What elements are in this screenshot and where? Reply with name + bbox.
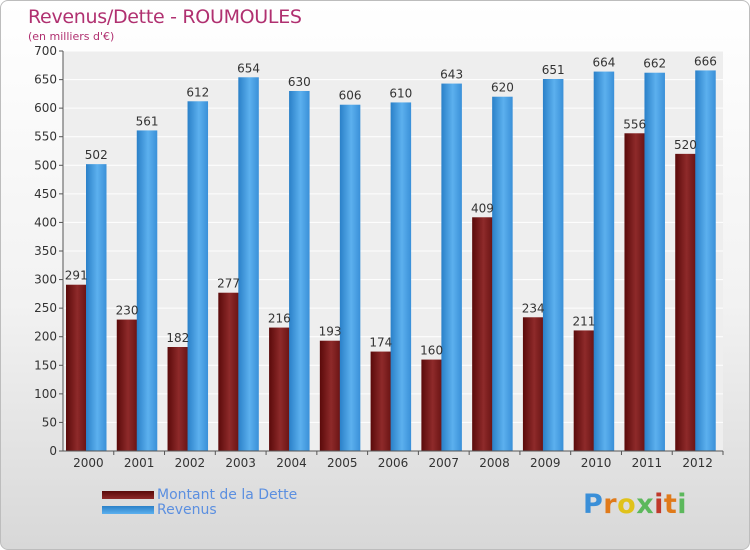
debt-value-label: 520 <box>674 138 697 152</box>
debt-bar-2007 <box>421 359 442 451</box>
revenue-bar-2009 <box>542 79 564 451</box>
y-tick-label: 400 <box>34 215 57 229</box>
revenue-bar-2010 <box>593 71 615 452</box>
revenue-value-label: 612 <box>186 85 209 99</box>
y-tick-label: 650 <box>34 73 57 87</box>
x-tick-label: 2006 <box>378 456 409 470</box>
revenue-value-label: 662 <box>643 57 666 71</box>
debt-value-label: 409 <box>471 201 494 215</box>
y-tick-label: 0 <box>49 444 57 458</box>
legend-label-debt: Montant de la Dette <box>157 487 298 503</box>
debt-bar-2003 <box>218 292 239 451</box>
revenue-bar-2012 <box>695 70 716 451</box>
debt-value-label: 216 <box>268 312 291 326</box>
debt-bar-2011 <box>624 133 645 452</box>
debt-value-label: 182 <box>166 331 189 345</box>
debt-bar-2012 <box>675 153 696 451</box>
legend-item-revenue: Revenus <box>102 502 217 518</box>
y-tick-label: 50 <box>42 415 57 429</box>
legend-swatch-revenue <box>102 506 154 514</box>
x-tick-label: 2002 <box>175 456 206 470</box>
debt-bar-2009 <box>522 317 544 451</box>
chart-subtitle: (en milliers d'€) <box>28 30 115 43</box>
revenue-value-label: 664 <box>592 56 615 70</box>
revenue-value-label: 502 <box>85 148 108 162</box>
debt-value-label: 211 <box>572 314 595 328</box>
debt-value-label: 174 <box>369 336 392 350</box>
debt-bar-2000 <box>66 284 87 451</box>
revenue-value-label: 666 <box>694 54 717 68</box>
x-tick-label: 2011 <box>632 456 663 470</box>
x-tick-label: 2003 <box>225 456 256 470</box>
revenue-bar-2006 <box>390 102 412 451</box>
debt-bar-2006 <box>370 351 392 451</box>
x-tick-label: 2008 <box>479 456 510 470</box>
revenue-value-label: 630 <box>288 75 311 89</box>
debt-value-label: 291 <box>65 269 88 283</box>
revenue-bar-2000 <box>86 164 107 451</box>
revenue-value-label: 643 <box>440 68 463 82</box>
debt-bar-2004 <box>269 327 290 451</box>
x-tick-label: 2010 <box>581 456 612 470</box>
revenue-value-label: 561 <box>136 114 159 128</box>
debt-bar-2002 <box>167 347 189 451</box>
y-tick-label: 100 <box>34 387 57 401</box>
revenue-value-label: 606 <box>339 89 362 103</box>
revenue-value-label: 654 <box>237 61 260 75</box>
debt-value-label: 193 <box>319 325 342 339</box>
debt-value-label: 230 <box>116 304 139 318</box>
x-tick-label: 2009 <box>530 456 561 470</box>
x-tick-label: 2000 <box>73 456 104 470</box>
y-tick-label: 350 <box>34 244 57 258</box>
legend-swatch-debt <box>102 491 154 499</box>
y-tick-label: 200 <box>34 330 57 344</box>
x-tick-label: 2001 <box>124 456 155 470</box>
chart-title: Revenus/Dette - ROUMOULES <box>28 6 302 28</box>
y-tick-label: 700 <box>34 44 57 58</box>
legend-label-revenue: Revenus <box>157 502 217 518</box>
debt-value-label: 277 <box>217 277 240 291</box>
legend-item-debt: Montant de la Dette <box>102 487 297 503</box>
y-tick-label: 550 <box>34 130 57 144</box>
revenue-bar-2005 <box>339 104 361 451</box>
revenue-bar-2007 <box>441 83 462 452</box>
x-tick-label: 2012 <box>682 456 713 470</box>
revenue-bar-2004 <box>289 91 310 451</box>
y-tick-label: 300 <box>34 273 57 287</box>
y-tick-label: 450 <box>34 187 57 201</box>
revenue-value-label: 651 <box>542 63 565 77</box>
revenue-value-label: 620 <box>491 81 514 95</box>
debt-bar-2010 <box>573 330 595 451</box>
revenue-bar-2003 <box>238 77 259 452</box>
debt-value-label: 234 <box>522 301 545 315</box>
debt-bar-2008 <box>472 217 493 451</box>
revenue-bar-2002 <box>187 101 209 452</box>
revenue-bar-2001 <box>136 130 158 451</box>
debt-value-label: 556 <box>623 117 646 131</box>
debt-bar-2005 <box>319 340 341 451</box>
y-tick-label: 500 <box>34 158 57 172</box>
debt-value-label: 160 <box>420 344 443 358</box>
x-tick-label: 2007 <box>428 456 459 470</box>
y-tick-label: 250 <box>34 301 57 315</box>
proxiti-logo: Proxiti <box>583 489 688 520</box>
y-tick-label: 150 <box>34 358 57 372</box>
y-tick-label: 600 <box>34 101 57 115</box>
revenue-value-label: 610 <box>389 86 412 100</box>
x-tick-label: 2005 <box>327 456 358 470</box>
x-tick-label: 2004 <box>276 456 307 470</box>
revenue-bar-2011 <box>644 72 665 451</box>
debt-bar-2001 <box>116 319 138 451</box>
revenue-bar-2008 <box>492 96 513 451</box>
